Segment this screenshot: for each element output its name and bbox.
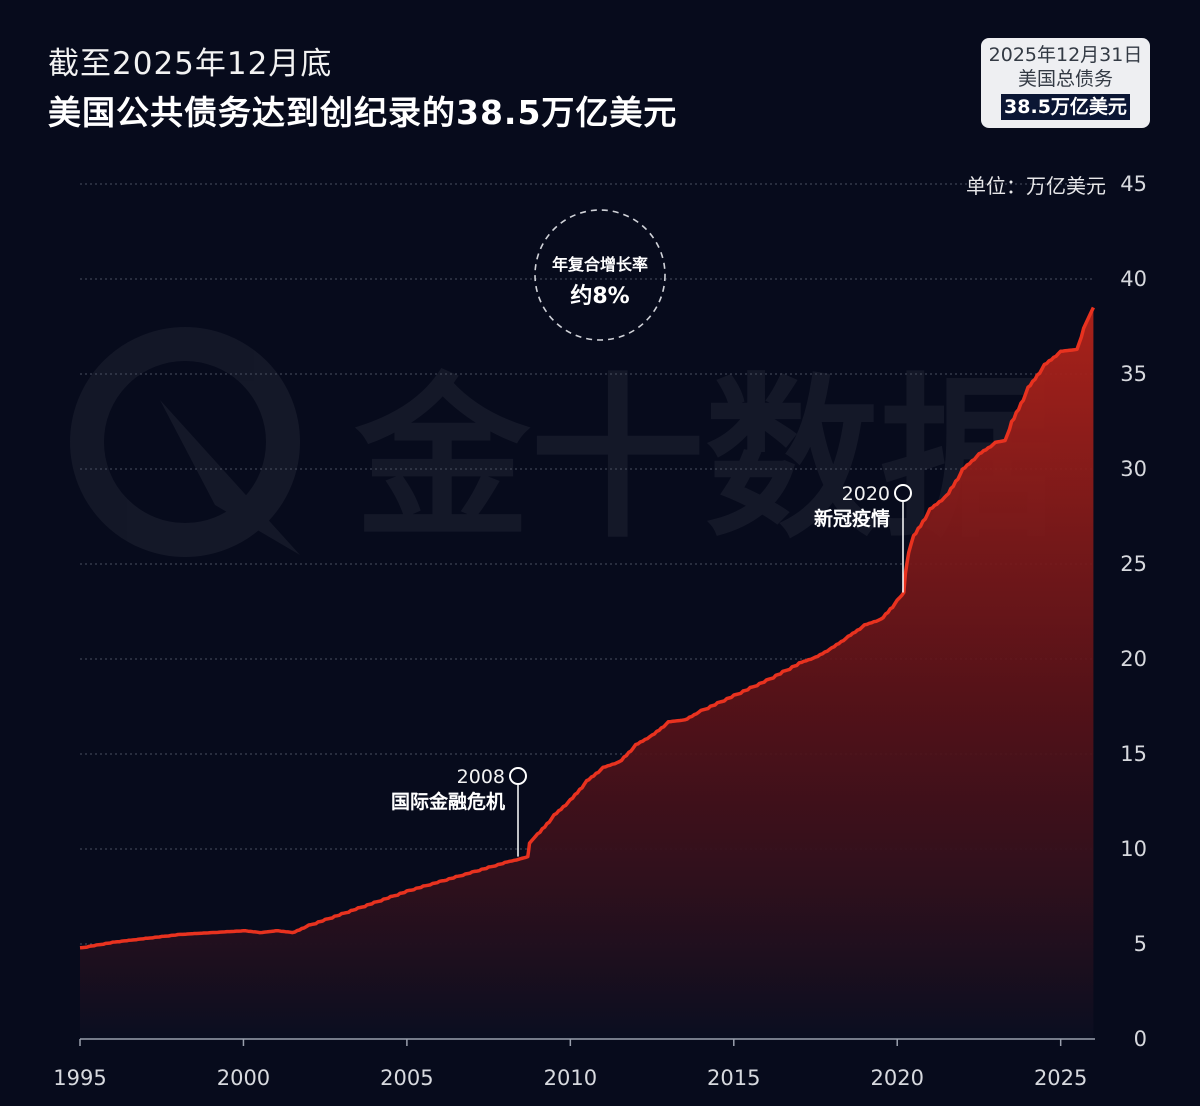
watermark-logo-rocket <box>160 400 300 555</box>
y-tick-label: 40 <box>1120 267 1147 291</box>
info-card-date: 2025年12月31日 <box>988 44 1143 66</box>
y-tick-label: 20 <box>1120 647 1147 671</box>
x-tick-label: 2010 <box>544 1066 597 1090</box>
cagr-circle <box>534 209 666 341</box>
annotation-marker <box>894 484 912 502</box>
x-tick-label: 2020 <box>871 1066 924 1090</box>
y-tick-label: 5 <box>1134 932 1147 956</box>
cagr-title: 年复合增长率 <box>552 255 648 274</box>
annotation-year: 2008 <box>457 766 505 788</box>
y-tick-label: 25 <box>1120 552 1147 576</box>
y-tick-label: 15 <box>1120 742 1147 766</box>
chart-title: 美国公共债务达到创纪录的38.5万亿美元 <box>48 93 678 132</box>
y-axis-ticks: 0 5 10 15 20 25 30 35 40 45 <box>1120 172 1147 1051</box>
y-tick-label: 10 <box>1120 837 1147 861</box>
y-tick-label: 35 <box>1120 362 1147 386</box>
y-tick-label: 45 <box>1120 172 1147 196</box>
debt-info-card: 2025年12月31日 美国总债务 38.5万亿美元 <box>981 38 1150 128</box>
annotation-year: 2020 <box>842 483 890 505</box>
info-card-label: 美国总债务 <box>1017 68 1113 90</box>
chart-subtitle: 截至2025年12月底 <box>48 46 333 82</box>
info-card-value: 38.5万亿美元 <box>1001 94 1130 120</box>
y-tick-label: 0 <box>1134 1027 1147 1051</box>
x-tick-label: 1995 <box>53 1066 106 1090</box>
x-axis-ticks: 1995 2000 2005 2010 2015 2020 2025 <box>53 1039 1087 1090</box>
x-tick-label: 2005 <box>380 1066 433 1090</box>
annotation-marker <box>509 767 527 785</box>
cagr-callout: 年复合增长率 约8% <box>534 209 666 341</box>
x-tick-label: 2000 <box>217 1066 270 1090</box>
watermark-logo-ring <box>70 327 300 557</box>
cagr-value: 约8% <box>570 283 629 309</box>
annotation-label: 新冠疫情 <box>814 507 890 530</box>
annotation-label: 国际金融危机 <box>391 790 505 813</box>
debt-line <box>79 306 1095 950</box>
x-tick-label: 2015 <box>707 1066 760 1090</box>
watermark: 金十数据 <box>70 327 1055 562</box>
x-tick-label: 2025 <box>1034 1066 1087 1090</box>
y-tick-label: 30 <box>1120 457 1147 481</box>
debt-area <box>80 307 1094 1039</box>
unit-label: 单位：万亿美元 <box>966 174 1106 198</box>
